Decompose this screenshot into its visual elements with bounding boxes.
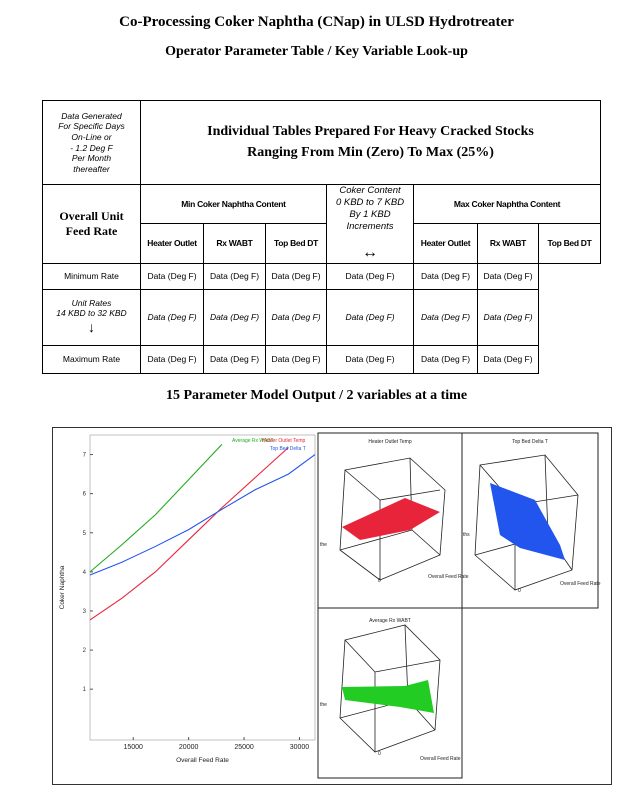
note: For Specific Days bbox=[58, 121, 125, 132]
heading: Individual Tables Prepared For Heavy Cra… bbox=[207, 124, 534, 140]
x-axis-label: Overall Feed Rate bbox=[176, 757, 229, 764]
figure-title: 15 Parameter Model Output / 2 variables … bbox=[165, 388, 468, 403]
line bbox=[89, 454, 316, 576]
row-label-line: Minimum Rate bbox=[64, 270, 119, 281]
panel-title: Top Bed Delta T bbox=[512, 439, 548, 445]
cube bbox=[339, 457, 446, 581]
data-cell: Data (Deg F) bbox=[326, 262, 414, 290]
panel-frame bbox=[317, 607, 463, 779]
title: Co-Processing Coker Naphtha (CNap) in UL… bbox=[119, 14, 514, 30]
legend-label: Heater Outlet Temp bbox=[262, 438, 305, 444]
column-header: Rx WABT bbox=[477, 223, 539, 264]
middle-line: 0 KBD to 7 KBD bbox=[335, 196, 405, 208]
surface bbox=[342, 680, 434, 713]
subtitle: Operator Parameter Table / Key Variable … bbox=[165, 44, 468, 59]
legend-label: Average Rx WABT bbox=[232, 438, 274, 444]
panel-frames bbox=[317, 432, 599, 779]
panel-origin: 0 bbox=[378, 751, 381, 757]
data-cell: Data (Deg F) bbox=[326, 344, 414, 374]
parameter-table: Data Generated For Specific Days On-Line o… bbox=[42, 100, 601, 374]
middle-line: By 1 KBD bbox=[349, 208, 391, 220]
data-cell: Data (Deg F) bbox=[203, 262, 266, 290]
y-tick-label: 6 bbox=[83, 492, 87, 498]
row-label-line: Maximum Rate bbox=[62, 353, 121, 364]
column-header: Top Bed DT bbox=[265, 223, 327, 264]
data-cell: Data (Deg F) bbox=[203, 344, 266, 374]
y-tick-label: 3 bbox=[83, 609, 87, 615]
column-header: Heater Outlet bbox=[140, 223, 204, 264]
panel-x-label: Overall Feed Rate bbox=[420, 756, 461, 762]
y-tick-label: 1 bbox=[83, 687, 87, 693]
table-body: Minimum Rate Data (Deg F) Data (Deg F) Data… bbox=[42, 262, 601, 374]
row-label-line: 14 KBD to 32 KBD bbox=[56, 308, 127, 319]
middle-line: Increments bbox=[346, 220, 394, 232]
row-header: Overall Unit Feed Rate bbox=[42, 184, 141, 264]
panel-title: Heater Outlet Temp bbox=[368, 439, 411, 445]
x-tick-label: 25000 bbox=[234, 744, 254, 751]
group-header: Min Coker Naphtha Content bbox=[140, 183, 327, 225]
cube bbox=[339, 624, 441, 753]
column-header: Top Bed DT bbox=[538, 223, 601, 264]
surface bbox=[490, 483, 565, 560]
heading-cell: Individual Tables Prepared For Heavy Cra… bbox=[140, 100, 601, 185]
y-axis-label: Coker Naphtha bbox=[59, 565, 66, 609]
heading: Ranging From Min (Zero) To Max (25%) bbox=[247, 144, 494, 160]
y-tick-label: 2 bbox=[83, 648, 87, 654]
table-row: Minimum Rate Data (Deg F) Data (Deg F) Data… bbox=[42, 262, 601, 290]
panel-z-label: ths bbox=[463, 532, 470, 538]
panel-frame bbox=[461, 432, 599, 609]
note-cell: Data Generated For Specific Days On-Line o… bbox=[42, 100, 141, 185]
note: Per Month bbox=[71, 153, 112, 164]
panel-origin: 0 bbox=[378, 578, 381, 584]
panel-x-label: Overall Feed Rate bbox=[560, 581, 601, 587]
data-cell: Data (Deg F) bbox=[140, 262, 204, 290]
note: thereafter bbox=[73, 163, 110, 174]
panel-origin: 0 bbox=[518, 588, 521, 594]
data-cell: Data (Deg F) bbox=[477, 288, 539, 346]
data-cell: Data (Deg F) bbox=[265, 344, 327, 374]
row-header-line: Overall Unit bbox=[59, 208, 124, 223]
panel-x-label: Overall Feed Rate bbox=[428, 574, 469, 580]
note: Data Generated bbox=[61, 110, 122, 121]
data-cell: Data (Deg F) bbox=[477, 262, 539, 290]
data-cell: Data (Deg F) bbox=[203, 288, 266, 346]
x-tick-label: 30000 bbox=[290, 744, 310, 751]
panel-title: Average Rx WABT bbox=[369, 618, 411, 624]
panel-z-label: the bbox=[320, 542, 327, 548]
row-label: Maximum Rate bbox=[42, 344, 141, 374]
plot-area bbox=[89, 434, 316, 741]
line bbox=[89, 444, 223, 573]
column-header: Heater Outlet bbox=[413, 223, 478, 264]
cubes bbox=[339, 454, 579, 753]
x-tick-label: 20000 bbox=[179, 744, 199, 751]
middle-line: Coker Content bbox=[339, 185, 401, 196]
y-tick-label: 4 bbox=[83, 570, 87, 576]
y-tick-label: 7 bbox=[83, 453, 87, 459]
note: On-Line or bbox=[71, 131, 112, 142]
table-row: Maximum Rate Data (Deg F) Data (Deg F) Data… bbox=[42, 344, 601, 374]
legend-label: Top Bed Delta T bbox=[270, 446, 306, 452]
panel-labels: Heater Outlet Temp the 0 Overall Feed Ra… bbox=[320, 439, 601, 762]
data-cell: Data (Deg F) bbox=[413, 344, 478, 374]
row-label-line: Unit Rates bbox=[71, 297, 112, 308]
y-tick-label: 5 bbox=[83, 531, 87, 537]
data-cell: Data (Deg F) bbox=[477, 344, 539, 374]
figure-frame bbox=[52, 427, 612, 785]
surface bbox=[342, 498, 440, 540]
row-header-line: Feed Rate bbox=[65, 223, 118, 238]
x-tick-label: 15000 bbox=[123, 744, 143, 751]
middle-arrow: ↔ bbox=[362, 243, 378, 261]
panel-z-label: the bbox=[320, 702, 327, 708]
data-cell: Data (Deg F) bbox=[265, 288, 327, 346]
data-cell: Data (Deg F) bbox=[413, 262, 478, 290]
row-label-line: ↓ bbox=[88, 318, 95, 335]
note: - 1.2 Deg F bbox=[70, 142, 113, 153]
line bbox=[89, 447, 289, 621]
